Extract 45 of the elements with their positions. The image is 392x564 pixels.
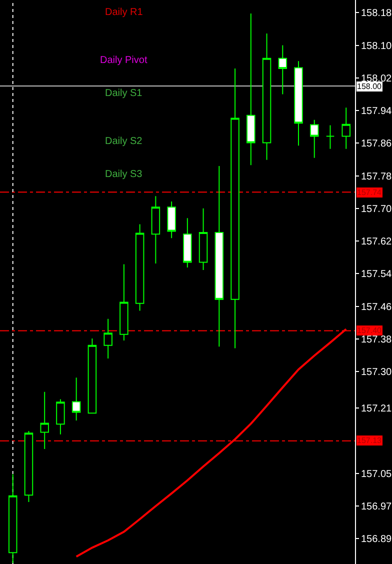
- ref-line-label: 157.74: [357, 188, 382, 197]
- y-tick-label: 157.05: [361, 468, 392, 480]
- y-tick-label: 157.21: [361, 404, 392, 415]
- y-tick-label: 156.89: [361, 534, 392, 546]
- y-tick-label: 157.30: [361, 367, 392, 378]
- candlestick: [183, 218, 192, 268]
- y-tick-label: 157.86: [361, 138, 392, 150]
- candlestick: [72, 377, 81, 421]
- candlestick: [310, 119, 319, 158]
- candlestick: [151, 196, 160, 264]
- candlestick: [246, 12, 256, 166]
- candlestick: [167, 200, 176, 239]
- y-tick-label: 157.38: [361, 334, 392, 346]
- candlestick: [278, 44, 288, 95]
- annotation: Daily S2: [105, 136, 143, 147]
- y-tick-label: 157.78: [361, 171, 392, 182]
- candlestick: [40, 391, 49, 450]
- y-tick-label: 157.46: [361, 302, 392, 313]
- candlestick: [214, 165, 224, 348]
- annotation: Daily Pivot: [100, 55, 148, 66]
- candlestick: [262, 32, 272, 160]
- candlestick: [88, 338, 97, 414]
- candlestick: [230, 68, 240, 349]
- candlestick: [342, 107, 350, 150]
- candlestick: [326, 124, 335, 150]
- annotation: Daily R1: [105, 7, 144, 18]
- y-tick-label: 158.18: [361, 8, 392, 20]
- y-tick-label: 158.10: [361, 40, 392, 52]
- ref-line-label: 157.40: [357, 326, 382, 335]
- y-tick-label: 157.94: [361, 106, 392, 118]
- candlestick: [135, 224, 144, 312]
- y-tick-label: 157.54: [361, 269, 392, 280]
- y-tick-label: 156.97: [361, 502, 392, 513]
- candlestick: [294, 60, 303, 146]
- ref-line-label: 158.00: [357, 82, 382, 91]
- candlestick: [198, 208, 208, 270]
- annotation: Daily S1: [105, 88, 143, 99]
- candlestick: [56, 398, 65, 435]
- candlestick: [104, 318, 112, 359]
- annotation: Daily S3: [105, 169, 143, 180]
- candlestick: [24, 430, 34, 503]
- y-tick-label: 157.62: [361, 236, 392, 248]
- ref-line-label: 157.13: [357, 436, 382, 445]
- candlestick: [120, 264, 128, 342]
- y-tick-label: 157.70: [361, 204, 392, 215]
